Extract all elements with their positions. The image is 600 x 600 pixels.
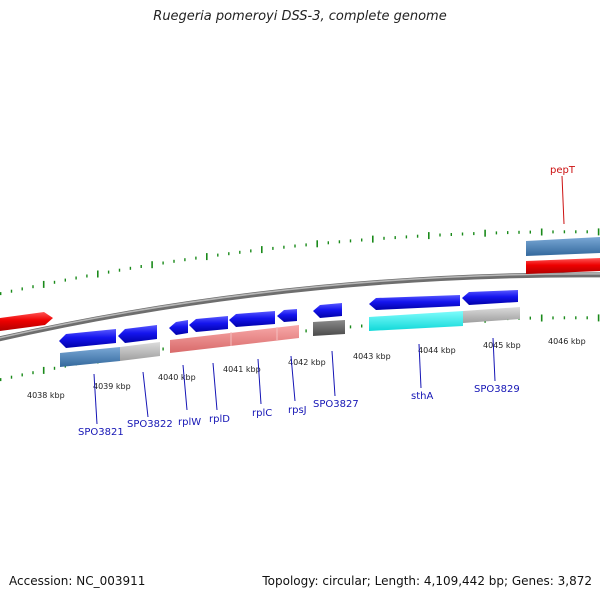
leader-line bbox=[492, 337, 496, 382]
gene-label-sthA[interactable]: sthA bbox=[411, 391, 433, 402]
accession-text: Accession: NC_003911 bbox=[9, 574, 146, 588]
genome-summary-text: Topology: circular; Length: 4,109,442 bp… bbox=[262, 574, 592, 588]
gene-arrow-pepT-cog[interactable] bbox=[526, 258, 600, 274]
gene-label-SPO3827[interactable]: SPO3827 bbox=[313, 399, 359, 410]
leader-line-pepT bbox=[561, 175, 565, 225]
gene-label-SPO3821[interactable]: SPO3821 bbox=[78, 427, 124, 438]
gene-arrow-rpsJ[interactable] bbox=[277, 309, 297, 322]
cog-bar-ribosomal[interactable] bbox=[170, 325, 299, 353]
scale-label: 4040 kbp bbox=[158, 373, 196, 382]
scale-label: 4046 kbp bbox=[548, 337, 586, 346]
gene-arrow-sthA[interactable] bbox=[369, 295, 460, 310]
gene-labels: SPO3821 SPO3822 rplW rplD rplC rpsJ SPO3… bbox=[78, 165, 576, 438]
scale-label: 4038 kbp bbox=[27, 391, 65, 400]
gene-arrow-pepT[interactable] bbox=[526, 237, 600, 256]
cog-bar-SPO3821[interactable] bbox=[60, 347, 120, 367]
gene-arrow-SPO3822[interactable] bbox=[118, 325, 157, 343]
genome-backbone-highlight bbox=[0, 273, 600, 339]
leader-line bbox=[182, 364, 188, 411]
gene-label-rplC[interactable]: rplC bbox=[252, 408, 272, 419]
scale-label: 4039 kbp bbox=[93, 382, 131, 391]
gene-arrow-SPO3829[interactable] bbox=[462, 290, 518, 305]
outer-tick-ring bbox=[0, 228, 600, 296]
gene-arrow-rplC[interactable] bbox=[229, 311, 275, 327]
cog-bar-SPO3829[interactable] bbox=[463, 307, 520, 323]
leader-line bbox=[290, 355, 296, 402]
scale-label: 4042 kbp bbox=[288, 358, 326, 367]
leader-line bbox=[212, 362, 218, 411]
gene-label-pepT[interactable]: pepT bbox=[550, 165, 576, 176]
forward-strand-features bbox=[526, 237, 600, 274]
gene-arrow-rplW[interactable] bbox=[169, 320, 188, 335]
gene-label-rpsJ[interactable]: rpsJ bbox=[288, 405, 307, 416]
leader-line bbox=[93, 373, 98, 425]
map-title: Ruegeria pomeroyi DSS-3, complete genome bbox=[153, 9, 447, 24]
leader-line bbox=[331, 350, 336, 397]
gene-arrow-SPO3827[interactable] bbox=[313, 303, 342, 318]
cog-bar-SPO3827[interactable] bbox=[313, 320, 345, 336]
gene-label-leaders bbox=[93, 337, 496, 425]
gene-label-rplD[interactable]: rplD bbox=[209, 414, 230, 425]
scale-label: 4045 kbp bbox=[483, 341, 521, 350]
scale-label: 4043 kbp bbox=[353, 352, 391, 361]
gene-label-SPO3829[interactable]: SPO3829 bbox=[474, 384, 520, 395]
leader-line bbox=[418, 343, 422, 389]
reverse-strand-genes bbox=[59, 290, 518, 348]
cog-bar-sthA[interactable] bbox=[369, 311, 463, 331]
leader-line bbox=[257, 358, 262, 405]
scale-label: 4044 kbp bbox=[418, 346, 456, 355]
leader-line bbox=[142, 371, 149, 418]
genome-backbone bbox=[0, 272, 600, 342]
gene-label-rplW[interactable]: rplW bbox=[178, 417, 201, 428]
cog-bar-SPO3822[interactable] bbox=[120, 342, 160, 361]
scale-label: 4041 kbp bbox=[223, 365, 261, 374]
gene-arrow-rplD[interactable] bbox=[189, 316, 228, 332]
gene-arrow-left-red[interactable] bbox=[0, 312, 53, 331]
cog-feature-bars bbox=[60, 307, 520, 367]
gene-arrow-SPO3821[interactable] bbox=[59, 329, 116, 348]
gene-label-SPO3822[interactable]: SPO3822 bbox=[127, 419, 173, 430]
scale-labels: 4038 kbp 4039 kbp 4040 kbp 4041 kbp 4042… bbox=[27, 337, 586, 400]
